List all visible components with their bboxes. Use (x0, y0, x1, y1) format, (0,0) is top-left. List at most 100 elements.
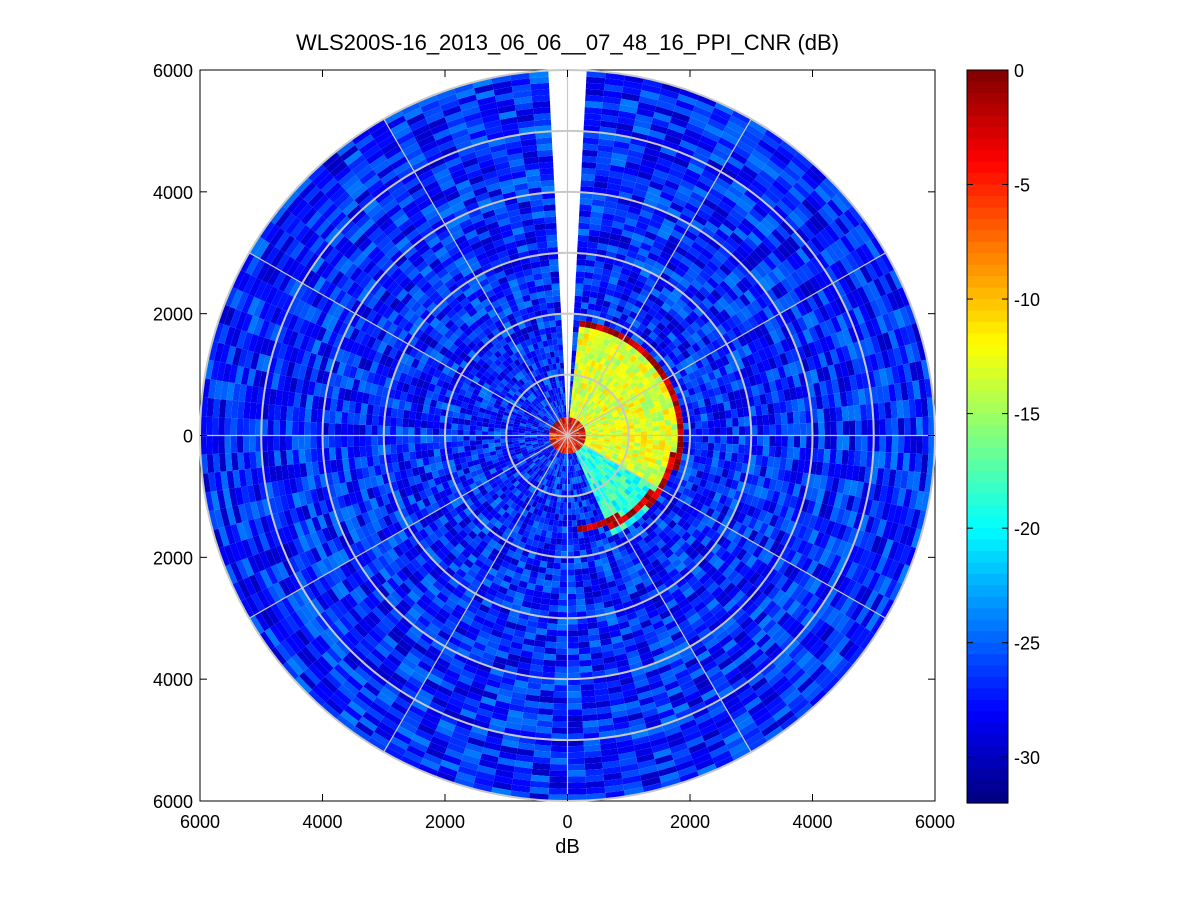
cnr-cell (759, 371, 769, 384)
cnr-cell (645, 278, 657, 288)
cnr-cell (740, 306, 753, 320)
cnr-cell (690, 617, 705, 630)
cnr-cell (604, 294, 613, 303)
cnr-cell (396, 498, 406, 510)
cnr-cell (434, 634, 449, 647)
cnr-cell (666, 685, 683, 698)
cnr-cell (422, 712, 441, 725)
cnr-cell (674, 593, 687, 605)
cnr-cell (567, 526, 573, 533)
cnr-cell (723, 582, 736, 595)
cnr-cell (552, 525, 558, 533)
cnr-cell (484, 572, 496, 582)
cnr-cell (619, 449, 627, 455)
cnr-cell (604, 78, 624, 87)
cnr-cell (492, 576, 503, 586)
cnr-cell (478, 702, 495, 713)
cnr-cell (587, 334, 595, 342)
cnr-cell (715, 590, 728, 603)
cnr-cell (884, 272, 898, 292)
cnr-cell (572, 418, 576, 425)
cnr-cell (762, 414, 770, 426)
cnr-cell (509, 509, 518, 518)
cnr-cell (400, 685, 418, 700)
cnr-cell (579, 549, 587, 557)
cnr-cell (688, 415, 696, 423)
cnr-cell (606, 450, 614, 456)
cnr-cell (576, 457, 580, 464)
cnr-cell (248, 574, 262, 594)
cnr-cell (405, 562, 418, 575)
cnr-cell (658, 425, 666, 431)
cnr-cell (423, 525, 434, 536)
cnr-cell (873, 435, 880, 452)
cnr-cell (373, 696, 391, 712)
cnr-cell (402, 715, 421, 729)
cnr-cell (580, 351, 586, 358)
cnr-cell (597, 526, 605, 534)
cnr-cell (758, 522, 769, 536)
cnr-cell (620, 446, 628, 452)
cnr-cell (790, 584, 804, 601)
cnr-cell (530, 471, 537, 479)
cnr-cell (264, 549, 277, 567)
cnr-cell (767, 501, 778, 515)
cnr-cell (585, 405, 591, 412)
cnr-cell (572, 326, 579, 333)
cnr-cell (571, 514, 577, 521)
cnr-cell (607, 327, 615, 336)
cnr-cell (687, 475, 696, 484)
cnr-cell (245, 595, 260, 616)
cnr-cell (549, 513, 555, 520)
cnr-cell (321, 651, 338, 669)
cnr-cell (427, 478, 436, 488)
cnr-cell (714, 250, 728, 264)
cnr-cell (477, 663, 492, 673)
cnr-cell (610, 435, 617, 439)
cnr-cell (723, 460, 731, 470)
cnr-cell (417, 723, 436, 736)
cnr-cell (593, 361, 600, 369)
cnr-cell (485, 521, 495, 531)
cnr-cell (721, 374, 731, 385)
cnr-cell (629, 137, 647, 148)
cnr-cell (573, 544, 580, 552)
cnr-cell (532, 444, 539, 449)
cnr-cell (412, 570, 425, 582)
cnr-cell (615, 203, 630, 212)
cnr-cell (369, 575, 382, 589)
cnr-cell (803, 575, 817, 592)
cnr-cell (383, 634, 398, 649)
cnr-cell (701, 373, 711, 384)
cnr-cell (855, 606, 870, 625)
cnr-cell (808, 215, 825, 233)
cnr-cell (578, 641, 590, 649)
cnr-cell (639, 268, 651, 279)
cnr-cell (567, 636, 579, 643)
cnr-cell (270, 646, 287, 666)
cnr-cell (535, 474, 541, 482)
cnr-cell (577, 457, 582, 464)
cnr-cell (596, 399, 603, 406)
cnr-cell (761, 721, 780, 737)
cnr-cell (574, 562, 582, 570)
cnr-cell (531, 500, 538, 508)
cnr-cell (594, 397, 601, 404)
cnr-cell (609, 440, 617, 444)
cnr-cell (407, 494, 417, 505)
cnr-cell (598, 431, 605, 434)
cnr-cell (752, 652, 769, 668)
cnr-cell (477, 765, 497, 776)
cnr-cell (540, 471, 547, 478)
cnr-cell (298, 671, 317, 690)
cnr-cell (683, 435, 690, 442)
cnr-field (200, 70, 935, 801)
cnr-cell (329, 668, 347, 685)
cnr-cell (650, 213, 665, 224)
cnr-cell (595, 168, 610, 177)
cnr-cell (567, 648, 579, 655)
cnr-cell (755, 561, 768, 576)
cnr-cell (398, 599, 412, 613)
cnr-cell (701, 688, 718, 702)
cnr-cell (683, 229, 698, 242)
